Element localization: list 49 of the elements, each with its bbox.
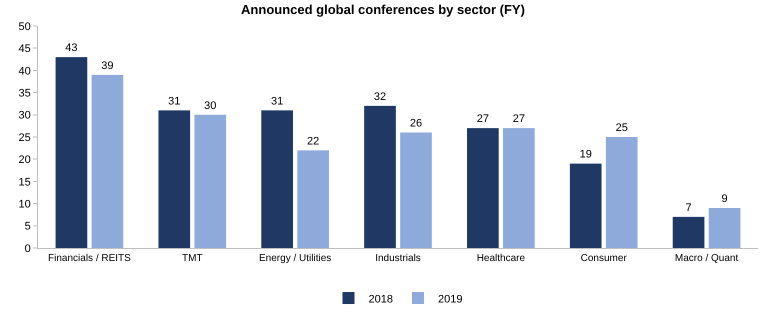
y-tick-label: 10	[18, 198, 31, 210]
x-tick-label: TMT	[182, 253, 203, 264]
x-tick-label: Energy / Utilities	[259, 253, 332, 264]
x-tick-label: Industrials	[375, 253, 421, 264]
bar	[158, 110, 190, 248]
data-label: 30	[204, 100, 216, 112]
y-tick-label: 25	[18, 132, 31, 144]
x-tick-label: Healthcare	[476, 253, 526, 264]
bar	[364, 106, 396, 248]
bar	[672, 216, 704, 248]
y-tick-label: 5	[24, 220, 31, 233]
bar	[92, 74, 124, 248]
y-tick-label: 35	[18, 87, 31, 100]
bar	[194, 114, 226, 248]
y-tick-label: 0	[24, 242, 31, 255]
chart-title: Announced global conferences by sector (FY)	[241, 2, 525, 17]
data-label: 32	[374, 90, 386, 103]
bar	[606, 137, 638, 248]
data-label: 43	[65, 42, 78, 54]
data-label: 22	[307, 135, 320, 148]
x-tick-label: Macro / Quant	[674, 253, 738, 264]
bar	[503, 128, 535, 248]
y-tick-label: 30	[18, 110, 31, 122]
y-tick-label: 50	[18, 20, 31, 33]
data-label: 31	[271, 95, 284, 108]
legend-label: 2019	[438, 293, 462, 306]
x-tick-label: Consumer	[580, 253, 628, 264]
data-label: 25	[616, 122, 628, 134]
data-label: 19	[580, 148, 592, 161]
data-label: 9	[722, 193, 728, 206]
y-tick-label: 20	[18, 154, 31, 166]
bar	[261, 110, 293, 248]
data-label: 27	[512, 113, 525, 126]
legend-label: 2018	[368, 293, 393, 306]
data-label: 39	[101, 60, 114, 72]
data-label: 27	[476, 113, 489, 126]
y-tick-label: 15	[18, 176, 31, 188]
y-tick-label: 45	[18, 43, 31, 56]
bar	[56, 57, 88, 248]
y-tick-label: 40	[18, 65, 31, 78]
data-label: 26	[410, 118, 422, 130]
data-label: 31	[168, 95, 180, 108]
data-label: 7	[686, 202, 692, 214]
bar	[400, 132, 432, 248]
x-tick-label: Financials / REITS	[48, 253, 132, 264]
bar	[708, 208, 740, 248]
bar	[467, 128, 499, 248]
bar	[297, 150, 329, 248]
bar	[570, 164, 602, 248]
